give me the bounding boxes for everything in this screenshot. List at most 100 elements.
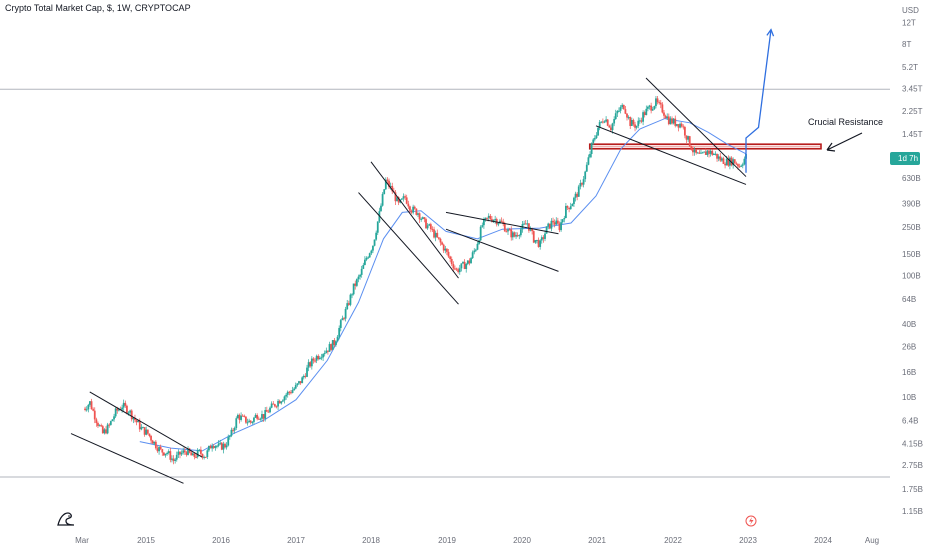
trendlines[interactable] [70,77,747,484]
candle-body [589,153,591,158]
candle-body [328,344,331,352]
lightning-event-icon[interactable] [745,515,757,527]
projection-path [745,29,772,173]
candle-body [738,166,741,168]
candle-body [190,452,193,456]
candle-body [359,274,361,277]
candle-body [286,391,289,395]
candle-body [544,233,546,239]
y-tick-label: 5.2T [902,63,918,72]
candle-body [352,283,355,295]
candle-body [687,136,690,140]
candle-body [264,410,267,419]
candle-body [183,450,186,453]
candle-body [516,235,519,237]
candle-body [540,237,543,241]
candle-body [93,410,96,420]
candle-body [648,105,651,107]
candle-body [372,245,374,251]
candle-body [581,183,583,185]
candle-body [314,360,316,362]
y-tick-label: 8T [902,40,911,49]
candle-body [211,446,214,449]
candle-body [402,196,405,199]
candle-body [172,458,175,461]
candle-body [503,224,506,232]
candle-body [364,259,366,265]
trendline [445,228,559,272]
candle-body [127,412,130,414]
candle-body [193,453,196,457]
horizontal-lines[interactable] [0,88,890,478]
candle-body [598,122,601,128]
candle-body [288,391,291,393]
candle-body [664,115,667,119]
candle-body [626,113,628,118]
candle-body [185,452,188,455]
y-tick-label: 2.25T [902,107,923,116]
candle-body [696,152,699,154]
candle-body [579,183,582,187]
candle-body [616,110,619,114]
candle-body [132,417,135,420]
resistance-zone[interactable] [588,143,822,150]
candle-body [317,355,320,359]
candle-body [621,104,624,108]
candle-body [618,110,620,112]
candle-body [638,120,641,122]
candle-body [267,411,270,413]
candle-body [690,146,693,150]
price-badge-bg [890,152,920,165]
candle-body [479,226,482,241]
x-tick-label: Mar [75,536,89,545]
projection[interactable] [745,28,775,173]
candle-body [590,143,593,154]
candle-body [701,152,704,154]
candle-body [233,427,236,431]
candle-body [693,149,696,153]
candle-body [354,283,357,286]
candle-body [552,220,554,223]
candle-body [388,180,390,187]
candle-body [355,279,358,286]
candle-body [476,243,479,250]
candle-body [534,240,537,243]
candle-body [400,198,403,200]
candle-body [253,417,255,422]
price-badge-text: 1d 7h [898,154,918,163]
candle-body [203,456,206,458]
candle-body [375,232,378,240]
candle-body [347,303,350,305]
candle-body [391,185,394,192]
candle-body [568,207,571,210]
candle-body [302,375,305,378]
candle-body [410,210,413,213]
candle-body [619,107,622,111]
candle-body [196,450,199,458]
candle-body [138,420,141,430]
candle-body [294,385,297,389]
trendline [370,161,459,279]
candle-body [711,150,714,155]
candle-body [367,257,370,259]
candle-body [624,109,627,114]
candle-body [216,445,218,447]
candle-body [532,231,535,243]
candle-body [630,120,633,126]
candle-body [659,102,662,105]
candle-body [383,189,386,195]
candle-body [310,358,313,367]
candle-body [156,448,159,452]
candle-body [365,257,368,260]
candle-body [158,446,160,452]
candle-body [384,179,387,190]
candle-body [655,98,657,107]
candle-body [299,381,302,384]
candle-body [116,408,119,411]
candle-body [130,410,133,420]
candle-body [550,220,553,229]
candle-body [556,220,559,224]
candle-body [113,416,115,420]
candle-body [434,232,437,238]
